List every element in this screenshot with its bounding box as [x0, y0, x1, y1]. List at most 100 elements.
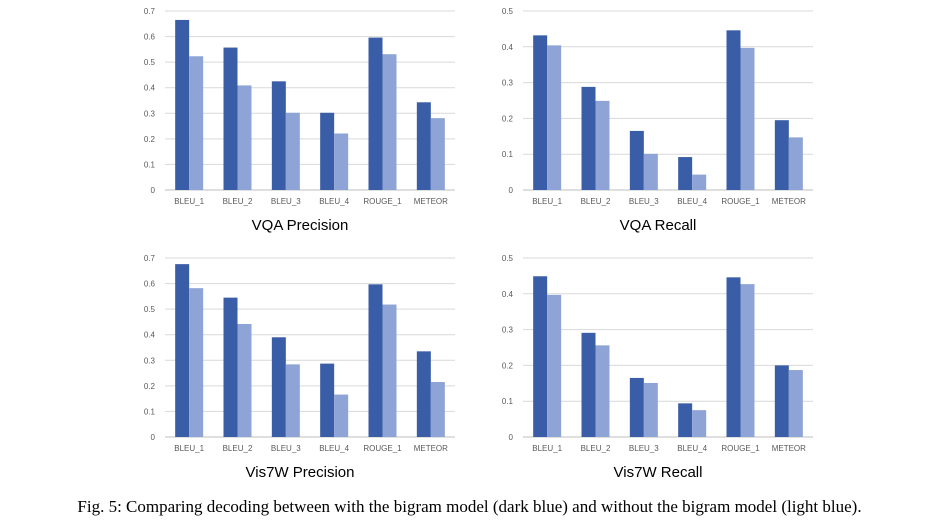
bar-without-bigram — [334, 133, 349, 190]
bar-without-bigram — [237, 323, 252, 437]
bar-with-bigram — [581, 86, 596, 190]
y-tick-label: 0.2 — [144, 382, 156, 391]
x-tick-label: BLEU_3 — [629, 444, 659, 453]
y-tick-label: 0.1 — [144, 160, 156, 169]
bar-without-bigram — [643, 382, 658, 437]
figure-caption: Fig. 5: Comparing decoding between with … — [77, 497, 862, 516]
x-tick-label: ROUGE_1 — [721, 197, 760, 206]
bar-without-bigram — [547, 45, 562, 191]
y-tick-label: 0 — [509, 433, 514, 442]
chart-svg-vis7w-precision: 0 0.1 0.2 0.3 0.4 0.5 0.6 0.7 BLEU_1 BLEU_2 BLEU_3… — [144, 254, 455, 453]
x-tick-label: BLEU_3 — [629, 197, 659, 206]
x-tick-label: BLEU_4 — [677, 444, 707, 453]
bar-without-bigram — [237, 85, 252, 190]
bar-without-bigram — [788, 370, 803, 437]
bar-without-bigram — [788, 137, 803, 190]
bar-with-bigram — [320, 363, 335, 437]
bar-with-bigram — [175, 264, 190, 437]
y-tick-label: 0.3 — [144, 356, 156, 365]
y-tick-label: 0 — [151, 186, 156, 195]
bar-without-bigram — [430, 382, 445, 437]
bar-with-bigram — [271, 81, 286, 190]
y-tick-label: 0.4 — [144, 331, 156, 340]
chart-title: Vis7W Recall — [613, 464, 703, 481]
chart-panel-vis7w-recall: 0 0.1 0.2 0.3 0.4 0.5 BLEU_1 BLEU_2 BLEU_3 BLEU_4… — [483, 247, 833, 492]
y-tick-label: 0.2 — [144, 135, 156, 144]
bar-with-bigram — [774, 120, 789, 190]
bar-with-bigram — [416, 102, 431, 190]
bar-without-bigram — [334, 394, 349, 437]
y-tick-label: 0.2 — [502, 114, 514, 123]
x-tick-label: METEOR — [414, 444, 448, 453]
chart-panel-vis7w-precision: 0 0.1 0.2 0.3 0.4 0.5 0.6 0.7 BLEU_1 BLEU_2 BLEU_3… — [125, 247, 475, 492]
x-tick-label: BLEU_4 — [319, 444, 349, 453]
bar-without-bigram — [692, 174, 707, 190]
x-tick-label: ROUGE_1 — [363, 197, 402, 206]
x-tick-label: ROUGE_1 — [721, 444, 760, 453]
x-tick-label: BLEU_1 — [174, 197, 204, 206]
x-tick-label: METEOR — [414, 197, 448, 206]
y-tick-label: 0.1 — [144, 407, 156, 416]
y-tick-label: 0.4 — [502, 290, 514, 299]
bar-with-bigram — [223, 47, 238, 191]
bar-with-bigram — [223, 297, 238, 437]
bar-with-bigram — [533, 276, 548, 437]
chart-svg-vqa-recall: 0 0.1 0.2 0.3 0.4 0.5 BLEU_1 BLEU_2 BLEU_3 BLEU_4… — [502, 7, 813, 206]
chart-title: VQA Precision — [251, 217, 349, 234]
y-tick-label: 0.2 — [502, 361, 514, 370]
x-tick-label: BLEU_3 — [271, 197, 301, 206]
bar-with-bigram — [368, 284, 383, 437]
y-tick-label: 0.3 — [502, 79, 514, 88]
bar-without-bigram — [189, 288, 204, 437]
bar-with-bigram — [416, 351, 431, 437]
y-tick-label: 0.5 — [144, 58, 156, 67]
y-tick-label: 0.4 — [502, 43, 514, 52]
y-tick-label: 0.3 — [502, 326, 514, 335]
bar-with-bigram — [175, 19, 190, 191]
x-tick-label: BLEU_3 — [271, 444, 301, 453]
bar-with-bigram — [533, 35, 548, 191]
bar-without-bigram — [382, 54, 397, 190]
chart-panel-vqa-recall: 0 0.1 0.2 0.3 0.4 0.5 BLEU_1 BLEU_2 BLEU_3 BLEU_4… — [483, 0, 833, 245]
bar-with-bigram — [726, 277, 741, 437]
x-tick-label: BLEU_4 — [677, 197, 707, 206]
bar-with-bigram — [581, 332, 596, 437]
bar-without-bigram — [740, 284, 755, 437]
chart-title: Vis7W Precision — [245, 464, 355, 481]
x-tick-label: BLEU_1 — [174, 444, 204, 453]
chart-panel-vqa-precision: 0 0.1 0.2 0.3 0.4 0.5 0.6 0.7 BLEU_1 BLEU_2 BLEU_3… — [125, 0, 475, 245]
y-tick-label: 0.3 — [144, 109, 156, 118]
bar-with-bigram — [774, 365, 789, 437]
bar-without-bigram — [547, 294, 562, 437]
y-tick-label: 0.4 — [144, 84, 156, 93]
chart-title: VQA Recall — [619, 217, 697, 234]
x-tick-label: BLEU_2 — [223, 197, 253, 206]
chart-svg-vis7w-recall: 0 0.1 0.2 0.3 0.4 0.5 BLEU_1 BLEU_2 BLEU_3 BLEU_4… — [502, 254, 813, 453]
y-tick-label: 0.7 — [144, 7, 156, 16]
x-tick-label: METEOR — [772, 197, 806, 206]
bar-with-bigram — [678, 157, 693, 190]
bar-with-bigram — [368, 37, 383, 190]
bar-with-bigram — [271, 337, 286, 437]
x-tick-label: METEOR — [772, 444, 806, 453]
bar-without-bigram — [595, 345, 610, 437]
bar-without-bigram — [692, 410, 707, 437]
bar-with-bigram — [320, 112, 335, 190]
y-tick-label: 0.5 — [144, 305, 156, 314]
bar-without-bigram — [382, 304, 397, 437]
y-tick-label: 0 — [151, 433, 156, 442]
bar-without-bigram — [189, 56, 204, 190]
bar-without-bigram — [430, 118, 445, 190]
x-tick-label: BLEU_2 — [581, 197, 611, 206]
x-tick-label: BLEU_4 — [319, 197, 349, 206]
y-tick-label: 0.5 — [502, 7, 514, 16]
y-tick-label: 0.6 — [144, 280, 156, 289]
bar-without-bigram — [740, 47, 755, 191]
x-tick-label: BLEU_1 — [532, 197, 562, 206]
bar-with-bigram — [629, 377, 644, 437]
bar-without-bigram — [643, 153, 658, 190]
y-tick-label: 0.7 — [144, 254, 156, 263]
x-tick-label: BLEU_2 — [581, 444, 611, 453]
bar-without-bigram — [285, 112, 300, 190]
y-tick-label: 0 — [509, 186, 514, 195]
